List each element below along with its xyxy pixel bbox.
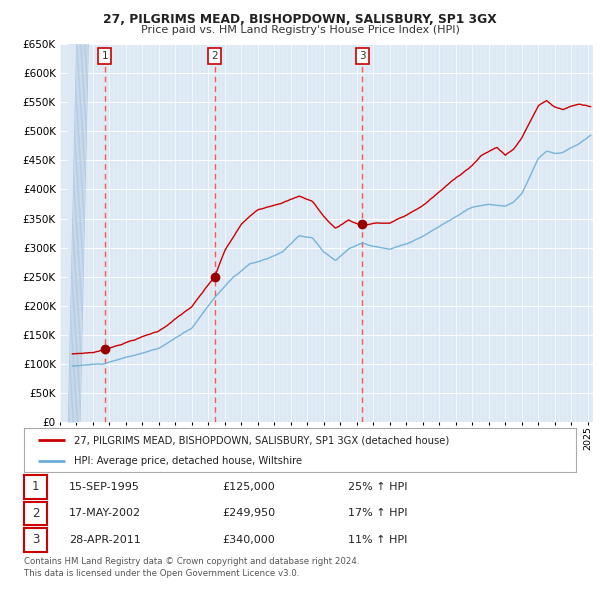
Text: 11% ↑ HPI: 11% ↑ HPI [348, 535, 407, 545]
Text: 3: 3 [359, 51, 365, 61]
Text: £340,000: £340,000 [222, 535, 275, 545]
Text: £125,000: £125,000 [222, 482, 275, 491]
Text: 27, PILGRIMS MEAD, BISHOPDOWN, SALISBURY, SP1 3GX (detached house): 27, PILGRIMS MEAD, BISHOPDOWN, SALISBURY… [74, 435, 449, 445]
Text: This data is licensed under the Open Government Licence v3.0.: This data is licensed under the Open Gov… [24, 569, 299, 578]
Text: 15-SEP-1995: 15-SEP-1995 [69, 482, 140, 491]
Text: 25% ↑ HPI: 25% ↑ HPI [348, 482, 407, 491]
Text: £249,950: £249,950 [222, 509, 275, 518]
Text: 17-MAY-2002: 17-MAY-2002 [69, 509, 141, 518]
Text: 3: 3 [32, 533, 39, 546]
Text: 1: 1 [32, 480, 39, 493]
Text: Contains HM Land Registry data © Crown copyright and database right 2024.: Contains HM Land Registry data © Crown c… [24, 558, 359, 566]
Text: 2: 2 [32, 507, 39, 520]
Text: 27, PILGRIMS MEAD, BISHOPDOWN, SALISBURY, SP1 3GX: 27, PILGRIMS MEAD, BISHOPDOWN, SALISBURY… [103, 13, 497, 26]
Text: 17% ↑ HPI: 17% ↑ HPI [348, 509, 407, 518]
Text: 28-APR-2011: 28-APR-2011 [69, 535, 141, 545]
Text: 1: 1 [101, 51, 108, 61]
Text: Price paid vs. HM Land Registry's House Price Index (HPI): Price paid vs. HM Land Registry's House … [140, 25, 460, 35]
Text: 2: 2 [211, 51, 218, 61]
Text: HPI: Average price, detached house, Wiltshire: HPI: Average price, detached house, Wilt… [74, 456, 302, 466]
